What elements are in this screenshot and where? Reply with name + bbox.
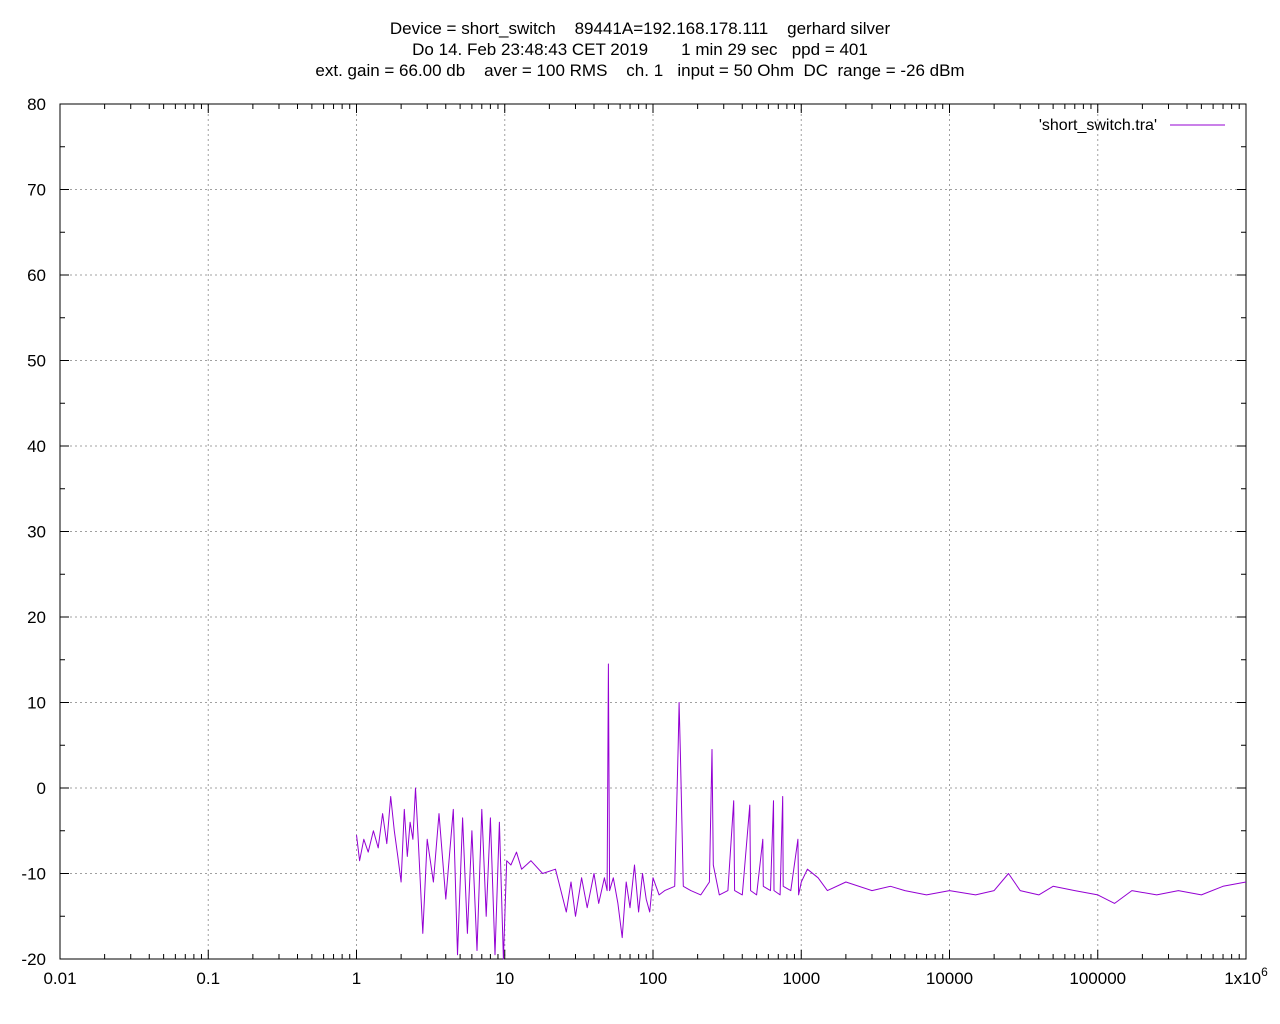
title-line-3: ext. gain = 66.00 db aver = 100 RMS ch. …	[315, 61, 965, 80]
y-tick-label: -20	[21, 950, 46, 969]
series-layer	[356, 663, 1247, 960]
x-tick-label: 1x106	[1224, 965, 1268, 988]
y-tick-label: 30	[27, 523, 46, 542]
legend: 'short_switch.tra'	[1039, 117, 1225, 134]
grid	[60, 104, 1246, 959]
x-tick-label: 100000	[1069, 969, 1126, 988]
x-tick-label: 0.01	[43, 969, 76, 988]
y-tick-label: 60	[27, 266, 46, 285]
chart-title: Device = short_switch 89441A=192.168.178…	[0, 18, 1280, 81]
x-tick-label: 10000	[926, 969, 973, 988]
x-tick-label: 1	[352, 969, 361, 988]
x-tick-label: 100	[639, 969, 667, 988]
axis-tick-labels: 0.01 0.1 1 10 100 1000 10000 100000 1x106 -20 -10 0…	[21, 95, 1268, 988]
x-tick-label: 10	[495, 969, 514, 988]
y-tick-label: 50	[27, 352, 46, 371]
y-tick-label: 0	[37, 779, 46, 798]
legend-label: 'short_switch.tra'	[1039, 117, 1157, 134]
x-tick-label: 1000	[782, 969, 820, 988]
x-tick-label: 0.1	[196, 969, 220, 988]
title-line-1: Device = short_switch 89441A=192.168.178…	[389, 19, 891, 38]
series-line-0	[356, 663, 1247, 960]
title-line-2: Do 14. Feb 23:48:43 CET 2019 1 min 29 se…	[412, 40, 868, 59]
y-tick-label: 70	[27, 181, 46, 200]
y-tick-label: -10	[21, 865, 46, 884]
y-tick-label: 10	[27, 694, 46, 713]
y-tick-label: 20	[27, 608, 46, 627]
y-tick-label: 80	[27, 95, 46, 114]
axis-ticks	[59, 103, 1247, 960]
y-tick-label: 40	[27, 437, 46, 456]
